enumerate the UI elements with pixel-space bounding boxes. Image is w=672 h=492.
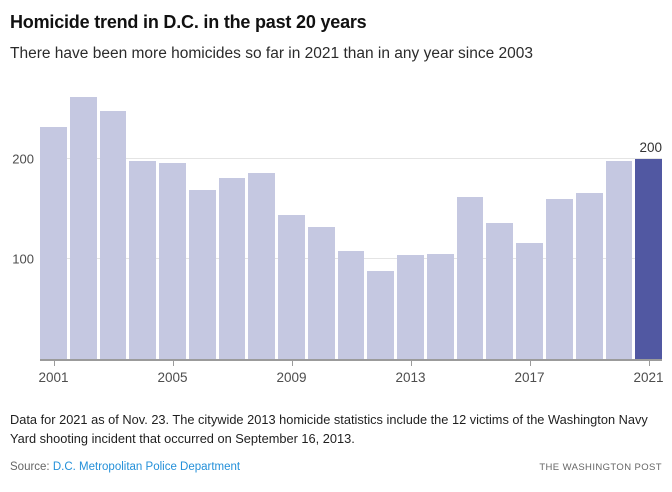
bar-2018 xyxy=(546,199,573,359)
bar-2013 xyxy=(397,255,424,359)
plot-area: 100 200 200 xyxy=(12,89,663,361)
y-axis-label-200: 200 xyxy=(12,151,34,167)
bar-chart: 100 200 200 2001 2005 2009 2013 2017 2021 xyxy=(10,89,664,395)
x-axis-label-2001: 2001 xyxy=(38,370,69,385)
bar-2019 xyxy=(575,193,603,359)
bar-2015 xyxy=(456,197,484,359)
x-tick-2021 xyxy=(648,361,650,366)
source-link[interactable]: D.C. Metropolitan Police Department xyxy=(52,461,241,474)
bar-2009 xyxy=(278,215,305,359)
bar-2001 xyxy=(40,127,67,359)
bar-2020 xyxy=(605,161,633,359)
chart-subtitle: There have been more homicides so far in… xyxy=(10,45,534,62)
bar-2007 xyxy=(218,178,246,359)
x-tick-2001 xyxy=(53,361,55,366)
source-row: Source: D.C. Metropolitan Police Departm… xyxy=(10,461,662,473)
x-axis: 2001 2005 2009 2013 2017 2021 xyxy=(38,361,664,395)
bar-2005 xyxy=(159,163,186,359)
bar-2014 xyxy=(426,254,454,359)
bar-2012 xyxy=(367,271,395,359)
source-line: Source: D.C. Metropolitan Police Departm… xyxy=(10,461,240,473)
chart-title: Homicide trend in D.C. in the past 20 ye… xyxy=(10,12,367,32)
bar-2008 xyxy=(248,173,276,359)
bar-2003 xyxy=(99,111,127,359)
bar-2002 xyxy=(69,97,97,359)
x-tick-2009 xyxy=(291,361,293,366)
bar-2006 xyxy=(188,190,216,359)
bar-2021 xyxy=(635,159,663,359)
x-axis-label-2009: 2009 xyxy=(276,370,307,385)
x-axis-label-2013: 2013 xyxy=(395,370,426,385)
x-axis-label-2017: 2017 xyxy=(514,370,545,385)
bar-2004 xyxy=(129,161,157,359)
bar-2010 xyxy=(307,227,335,359)
value-label-2021: 200 xyxy=(639,139,662,155)
footnote: Data for 2021 as of Nov. 23. The citywid… xyxy=(10,412,648,446)
bars-group xyxy=(40,89,663,359)
x-axis-label-2021: 2021 xyxy=(633,370,664,385)
x-tick-2005 xyxy=(172,361,174,366)
source-label: Source: xyxy=(10,461,50,474)
publisher-label: THE WASHINGTON POST xyxy=(539,462,662,474)
bar-2016 xyxy=(486,223,514,359)
bar-2011 xyxy=(337,251,365,359)
y-axis-label-100: 100 xyxy=(12,251,34,267)
x-axis-label-2005: 2005 xyxy=(157,370,188,385)
x-tick-2013 xyxy=(410,361,412,366)
bar-2017 xyxy=(516,243,544,359)
gridline-200 xyxy=(40,158,662,159)
x-tick-2017 xyxy=(529,361,531,366)
